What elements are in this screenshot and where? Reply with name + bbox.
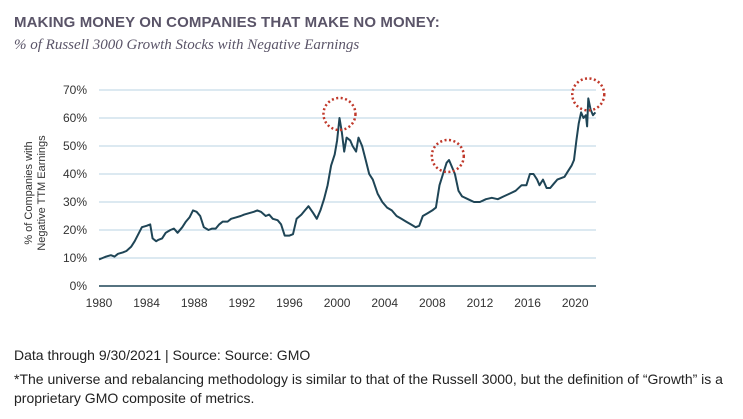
y-axis-ticks: 0% 10% 20% 30% 40% 50% 60% 70% bbox=[63, 83, 87, 293]
chart-subtitle: % of Russell 3000 Growth Stocks with Neg… bbox=[14, 37, 360, 53]
y-tick-label: 50% bbox=[63, 139, 87, 153]
footnote: *The universe and rebalancing methodolog… bbox=[14, 371, 723, 406]
y-tick-label: 0% bbox=[70, 279, 88, 293]
x-tick-label: 2016 bbox=[514, 296, 541, 310]
x-tick-label: 1996 bbox=[276, 296, 303, 310]
y-tick-label: 30% bbox=[63, 195, 87, 209]
x-tick-label: 1992 bbox=[228, 296, 255, 310]
x-tick-label: 1988 bbox=[181, 296, 208, 310]
x-tick-label: 1980 bbox=[86, 296, 113, 310]
peak-highlight-circle bbox=[322, 96, 357, 132]
y-tick-label: 70% bbox=[63, 83, 87, 97]
y-axis-label-line-1: % of Companies with bbox=[23, 141, 35, 244]
y-axis-label-line-2: Negative TTM Earnings bbox=[36, 135, 48, 251]
chart-title: MAKING MONEY ON COMPANIES THAT MAKE NO M… bbox=[14, 14, 440, 31]
x-tick-label: 2012 bbox=[467, 296, 494, 310]
y-tick-label: 10% bbox=[63, 251, 87, 265]
source-line: Data through 9/30/2021 | Source: Source:… bbox=[14, 347, 311, 363]
peak-highlight-circle bbox=[571, 77, 606, 112]
x-tick-label: 2004 bbox=[371, 296, 398, 310]
y-tick-label: 20% bbox=[63, 223, 87, 237]
y-tick-label: 40% bbox=[63, 167, 87, 181]
x-tick-label: 2008 bbox=[419, 296, 446, 310]
x-tick-label: 2000 bbox=[324, 296, 351, 310]
chart-svg: 0% 10% 20% 30% 40% 50% 60% 70% 1980 1984 1988 1992… bbox=[23, 77, 606, 310]
chart-gridlines bbox=[99, 89, 596, 287]
x-tick-label: 1984 bbox=[133, 296, 160, 310]
peak-highlights bbox=[322, 77, 606, 174]
peak-highlight-circle bbox=[430, 138, 466, 174]
series-line bbox=[98, 97, 597, 261]
y-tick-label: 60% bbox=[63, 111, 87, 125]
x-axis-ticks: 1980 1984 1988 1992 1996 2000 2004 2008 2012 2016… bbox=[86, 296, 589, 310]
x-tick-label: 2020 bbox=[562, 296, 589, 310]
